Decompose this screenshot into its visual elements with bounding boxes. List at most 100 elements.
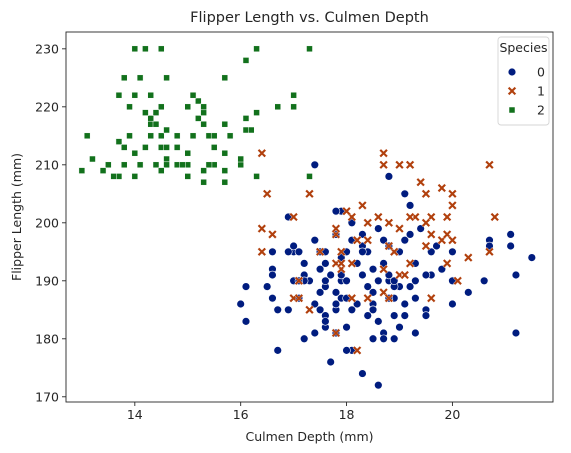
data-point-series-1 [289, 212, 299, 222]
data-point-series-1 [379, 264, 389, 274]
data-point-series-0 [273, 346, 282, 355]
data-point-series-2 [195, 97, 202, 105]
data-point-series-0 [300, 334, 309, 343]
data-point-series-2 [105, 161, 112, 169]
y-tick-label: 210 [35, 157, 59, 172]
data-point-series-0 [527, 253, 537, 262]
data-point-series-2 [205, 161, 213, 169]
data-point-series-0 [310, 299, 319, 309]
data-point-series-0 [411, 293, 420, 303]
data-point-series-0 [374, 317, 383, 326]
data-point-series-0 [479, 276, 489, 285]
legend-marker-2 [508, 106, 516, 114]
data-point-series-2 [126, 103, 133, 111]
data-point-series-0 [448, 247, 457, 256]
data-point-series-2 [242, 115, 250, 122]
data-point-series-1 [405, 160, 415, 170]
y-tick-label: 190 [35, 273, 59, 288]
data-point-series-2 [158, 132, 165, 140]
series-1-points [257, 148, 500, 355]
data-point-series-0 [268, 293, 277, 303]
data-point-series-2 [147, 115, 154, 122]
x-tick-label: 20 [444, 407, 460, 422]
data-point-series-1 [267, 229, 278, 239]
data-point-series-2 [131, 173, 139, 180]
data-point-series-2 [200, 109, 207, 116]
data-point-series-1 [379, 148, 389, 158]
data-point-series-1 [447, 235, 458, 245]
data-point-series-1 [384, 241, 394, 251]
data-point-series-2 [131, 149, 139, 157]
data-point-series-2 [163, 144, 170, 151]
data-point-series-2 [142, 45, 149, 53]
data-point-series-0 [321, 259, 330, 268]
legend-title: Species [499, 40, 547, 55]
data-point-series-0 [368, 334, 378, 343]
data-point-series-0 [342, 322, 351, 332]
data-point-series-1 [490, 212, 500, 222]
data-point-series-0 [448, 299, 457, 309]
plot-area [78, 45, 537, 390]
data-point-series-0 [506, 241, 515, 251]
data-point-series-2 [158, 103, 165, 111]
data-point-series-2 [184, 103, 191, 111]
data-point-series-0 [384, 270, 394, 280]
data-point-series-2 [179, 161, 186, 169]
data-point-series-0 [358, 247, 367, 256]
data-point-series-2 [290, 91, 297, 99]
data-point-series-1 [294, 293, 304, 303]
data-point-series-0 [389, 311, 399, 320]
data-point-series-2 [89, 155, 96, 163]
data-point-series-2 [163, 161, 170, 169]
data-point-series-0 [326, 357, 335, 367]
data-point-series-2 [226, 132, 234, 140]
series-2-points [78, 45, 313, 186]
data-point-series-2 [163, 155, 170, 163]
data-point-series-0 [363, 311, 372, 320]
data-point-series-0 [358, 369, 367, 378]
data-point-series-2 [163, 74, 170, 82]
data-point-series-0 [400, 311, 409, 320]
legend-marker-1 [507, 86, 517, 96]
data-point-series-0 [315, 288, 325, 297]
data-point-series-1 [379, 160, 389, 170]
data-point-series-0 [411, 328, 420, 338]
data-point-series-0 [284, 305, 293, 314]
data-point-series-2 [189, 91, 197, 99]
y-tick-label: 180 [35, 331, 59, 346]
data-point-series-2 [120, 144, 128, 151]
data-point-series-0 [241, 282, 251, 291]
y-tick-label: 220 [35, 99, 59, 114]
plot-frame [65, 31, 554, 403]
data-point-series-2 [200, 103, 207, 111]
data-point-series-2 [210, 144, 218, 151]
y-tick-label: 200 [35, 215, 59, 230]
data-point-series-0 [321, 276, 330, 285]
data-point-series-1 [257, 224, 267, 234]
x-tick-label: 16 [233, 407, 249, 422]
data-point-series-0 [389, 334, 399, 343]
data-point-series-1 [363, 235, 373, 245]
data-point-series-0 [321, 317, 330, 326]
chart-title: Flipper Length vs. Culmen Depth [190, 10, 429, 26]
data-point-series-0 [384, 172, 394, 181]
data-point-series-1 [453, 276, 463, 286]
data-point-series-1 [447, 189, 458, 199]
data-point-series-2 [221, 74, 229, 82]
data-point-series-0 [368, 264, 378, 274]
data-point-series-0 [358, 230, 367, 239]
data-point-series-2 [126, 132, 133, 140]
data-point-series-2 [158, 45, 165, 53]
data-point-series-1 [294, 276, 304, 286]
data-point-series-2 [221, 178, 229, 186]
y-axis-label: Flipper Length (mm) [9, 153, 24, 281]
legend-label-0: 0 [537, 65, 545, 80]
data-point-series-0 [241, 317, 251, 326]
data-point-series-2 [142, 109, 149, 116]
data-point-series-0 [289, 241, 298, 251]
data-point-series-1 [384, 218, 394, 228]
legend-label-1: 1 [537, 84, 545, 99]
data-point-series-0 [300, 259, 309, 268]
